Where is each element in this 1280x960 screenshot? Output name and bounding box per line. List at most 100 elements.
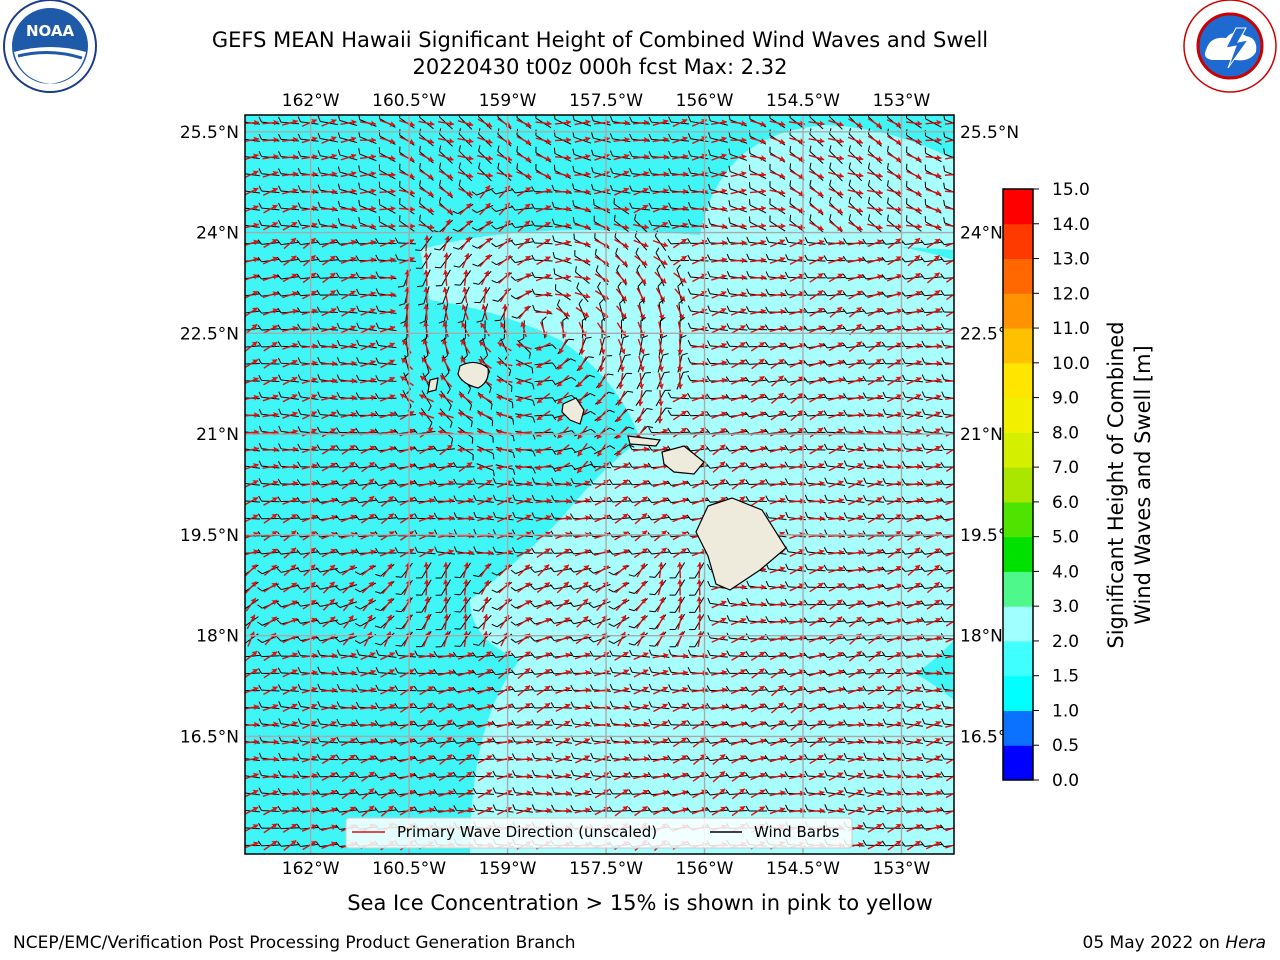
wind-barb <box>609 167 631 179</box>
wave-direction-arrow <box>340 136 357 144</box>
wind-barb <box>510 237 533 250</box>
wind-barb <box>848 214 863 233</box>
colorbar-tick-label: 0.0 <box>1052 771 1079 791</box>
wave-direction-arrow <box>769 120 786 127</box>
lat-tick-label-left: 22.5°N <box>180 324 239 344</box>
wave-direction-arrow <box>438 137 454 144</box>
wind-barb <box>551 218 572 229</box>
wind-barb <box>886 197 903 216</box>
wind-barb <box>419 180 434 198</box>
wave-direction-arrow <box>340 119 357 126</box>
wind-barb <box>728 182 748 196</box>
wind-barb <box>572 216 592 231</box>
wave-direction-arrow <box>516 119 532 127</box>
wave-direction-arrow <box>360 171 376 177</box>
wave-direction-arrow <box>848 221 863 231</box>
wind-barb <box>378 147 396 163</box>
wind-barb <box>553 115 572 128</box>
wind-barb <box>769 146 786 163</box>
wave-direction-arrow <box>633 239 649 248</box>
wind-barb <box>924 181 942 197</box>
wind-barb <box>278 116 300 126</box>
wind-barb <box>748 216 767 231</box>
wave-direction-arrow <box>359 154 377 160</box>
wind-barb <box>278 219 300 231</box>
wave-direction-arrow <box>574 136 591 143</box>
wind-barb <box>378 115 396 128</box>
wave-direction-arrow <box>263 222 278 231</box>
wind-barb <box>572 165 592 179</box>
wave-direction-arrow <box>340 170 357 178</box>
wave-direction-arrow <box>262 187 279 196</box>
wind-barb <box>769 181 786 198</box>
wind-barb <box>943 115 954 127</box>
wave-direction-arrow <box>301 171 318 178</box>
wind-barb <box>573 233 591 248</box>
wind-barb <box>378 130 396 145</box>
wind-barb <box>905 215 923 232</box>
wave-direction-arrow <box>613 206 630 213</box>
wind-barb <box>769 115 786 129</box>
wind-barb <box>706 237 729 246</box>
wave-direction-arrow <box>769 239 786 248</box>
wind-barb <box>553 147 572 162</box>
wave-direction-arrow <box>554 188 572 195</box>
wind-barb <box>708 183 728 195</box>
colorbar-segment <box>1003 432 1033 468</box>
wind-barb <box>629 150 651 160</box>
wind-barb <box>258 133 280 143</box>
chart-title: GEFS MEAN Hawaii Significant Height of C… <box>211 28 989 52</box>
wind-barb <box>358 199 377 213</box>
wave-direction-arrow <box>769 206 786 213</box>
wave-direction-arrow <box>906 170 922 179</box>
wind-barb <box>828 196 844 216</box>
wave-direction-arrow <box>886 170 903 179</box>
wave-direction-arrow <box>944 121 954 125</box>
wind-barb <box>278 133 300 143</box>
colorbar-tick-label: 7.0 <box>1052 458 1079 478</box>
wave-direction-arrow <box>574 153 591 160</box>
wave-direction-arrow <box>301 119 318 127</box>
wind-barb <box>258 202 280 214</box>
wind-barb <box>843 238 865 246</box>
wave-direction-arrow <box>847 205 864 213</box>
wind-barb <box>809 179 824 199</box>
wind-barb <box>358 130 377 145</box>
wind-barb <box>317 115 338 127</box>
wind-barb <box>943 217 954 230</box>
wind-barb <box>297 150 319 160</box>
wind-barb <box>398 215 416 232</box>
wind-barb <box>629 185 651 196</box>
wind-barb <box>399 180 415 198</box>
wave-direction-arrow <box>554 137 572 144</box>
lat-tick-label-left: 25.5°N <box>180 123 239 143</box>
wind-barb <box>887 145 902 164</box>
wave-direction-arrow <box>925 119 942 126</box>
lat-tick-label-right: 21°N <box>960 425 1003 445</box>
wind-barb <box>516 163 532 181</box>
wave-direction-arrow <box>321 119 337 127</box>
wind-barb <box>297 116 319 127</box>
wind-barb <box>609 184 631 196</box>
wind-barb <box>847 128 864 147</box>
wind-barb <box>847 196 864 216</box>
wind-barb <box>648 185 670 195</box>
wave-direction-arrow <box>517 237 531 250</box>
wave-direction-arrow <box>477 136 493 145</box>
wind-barb <box>648 168 670 178</box>
wind-barb <box>471 220 494 233</box>
wave-direction-arrow <box>535 188 552 195</box>
lat-tick-label-right: 25.5°N <box>960 123 1019 143</box>
wave-direction-arrow <box>710 205 728 212</box>
wave-direction-arrow <box>320 171 338 178</box>
wave-direction-arrow <box>808 120 825 127</box>
wave-direction-arrow <box>478 237 492 250</box>
wind-barb <box>551 184 572 195</box>
wind-barb <box>769 198 786 215</box>
wave-direction-arrow <box>459 202 472 216</box>
colorbar-tick-label: 11.0 <box>1052 319 1090 339</box>
wave-direction-arrow <box>340 188 357 195</box>
wave-direction-arrow <box>301 136 318 144</box>
wind-barb <box>609 116 631 126</box>
